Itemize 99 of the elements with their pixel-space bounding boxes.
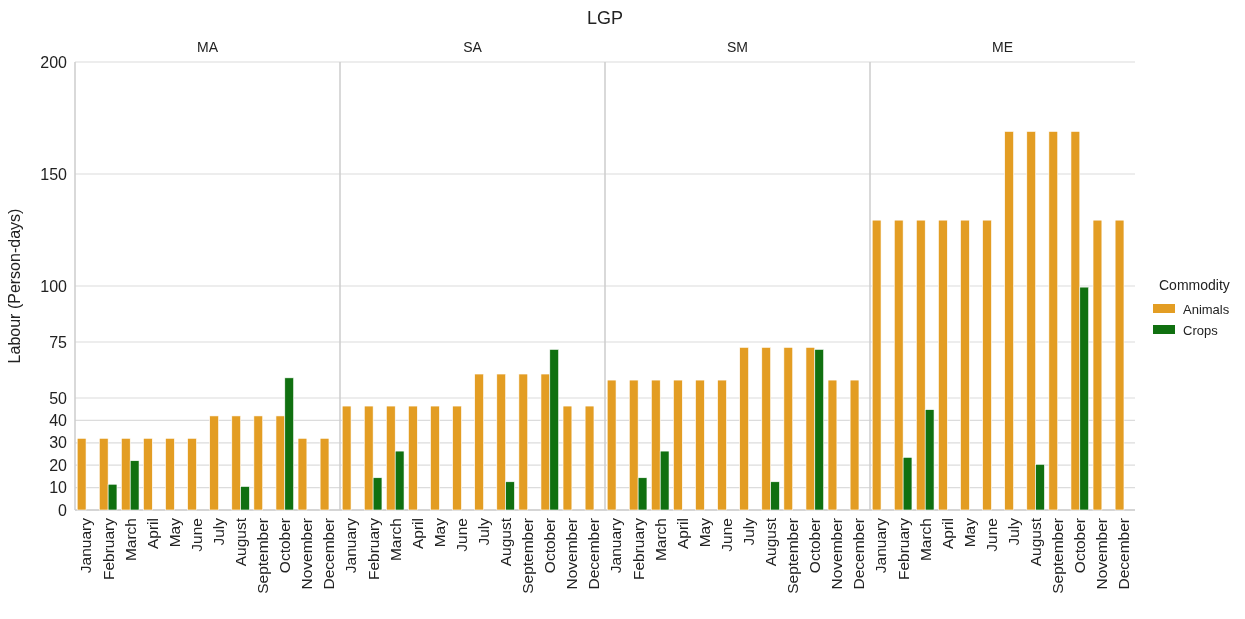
chart-title: SA [463,39,483,55]
bar [562,405,573,511]
y-tick-label: 0 [58,501,68,519]
y-tick-label: 10 [49,479,68,497]
x-tick-label: November [828,518,846,590]
y-tick-label: 20 [49,456,68,474]
bar [452,405,462,511]
y-tick-label: 150 [40,165,68,183]
x-tick-label: April [673,518,691,550]
bar [1004,131,1014,511]
x-tick-label: January [77,517,95,574]
bar [143,438,153,511]
bar [1092,219,1103,511]
bar [717,379,727,511]
y-axis-title: Labour (Person-days) [6,208,23,364]
x-tick-label: October [1071,518,1089,574]
x-tick-label: September [519,518,537,594]
bar [871,219,882,511]
x-tick-label: May [960,517,978,548]
x-tick-label: September [1049,518,1067,594]
bar [319,438,330,511]
text: LGP [586,8,624,28]
bar [673,379,683,511]
x-tick-label: January [607,517,625,574]
bar [297,438,308,511]
x-tick-label: September [784,518,802,594]
legend-label: Animals [1183,301,1230,317]
x-tick-label: March [386,518,404,562]
bar [187,438,197,511]
legend-label: Crops [1183,322,1219,338]
bar [982,219,992,511]
bar [253,415,264,511]
x-tick-label: August [1027,517,1045,567]
x-tick-label: February [894,517,912,581]
x-tick-label: June [187,518,205,552]
x-tick-label: November [1093,518,1111,590]
x-tick-label: August [497,517,515,567]
y-tick-label: 50 [49,389,68,407]
y-tick-label: 75 [49,333,68,351]
x-tick-label: March [916,518,934,562]
y-tick-label: 40 [49,412,68,429]
x-tick-label: April [408,518,426,550]
y-tick-label: 200 [40,53,68,71]
x-tick-label: September [254,518,272,594]
x-tick-label: March [651,518,669,562]
bar [739,347,749,511]
x-tick-label: January [342,517,360,574]
x-tick-label: July [209,517,227,546]
x-tick-label: August [762,517,780,567]
x-tick-label: December [850,518,868,590]
bar [76,438,87,511]
bar [960,219,970,511]
x-tick-label: February [629,517,647,581]
x-tick-label: May [165,517,183,548]
x-tick-label: February [364,517,382,581]
x-tick-label: May [430,517,448,548]
bar [165,438,175,511]
bar [584,405,595,511]
x-tick-label: December [585,518,603,590]
bar [408,405,418,511]
bar [938,219,948,511]
x-tick-label: June [717,518,735,552]
x-tick-label: February [99,517,117,581]
x-tick-label: July [1004,517,1022,546]
bar [518,373,529,511]
bar [849,379,860,511]
x-tick-label: June [982,518,1000,552]
bar [474,373,484,511]
x-tick-label: August [232,517,250,567]
bar [827,379,838,511]
bar [1114,219,1125,511]
x-tick-label: April [143,518,161,550]
x-tick-label: July [474,517,492,546]
x-tick-label: November [563,518,581,590]
chart-title: MA [197,39,219,55]
bar [1048,131,1059,511]
bar [341,405,352,511]
x-tick-label: July [739,517,757,546]
x-tick-label: May [695,517,713,548]
x-tick-label: December [320,518,338,590]
x-tick-label: October [541,518,559,574]
bar [783,347,794,511]
x-tick-label: June [452,518,470,552]
x-tick-label: January [872,517,890,574]
chart-title: ME [992,39,1013,55]
y-tick-label: 30 [49,434,68,452]
x-tick-label: April [938,518,956,550]
x-tick-label: October [276,518,294,574]
bar [606,379,617,511]
x-tick-label: December [1115,518,1133,590]
bar [209,415,219,511]
x-tick-label: November [298,518,316,590]
x-tick-label: March [121,518,139,562]
bar [695,379,705,511]
legend-title: Commodity [1159,277,1230,293]
x-tick-label: October [806,518,824,574]
y-tick-label: 100 [40,277,68,295]
bar [430,405,440,511]
chart-title: SM [727,39,748,55]
